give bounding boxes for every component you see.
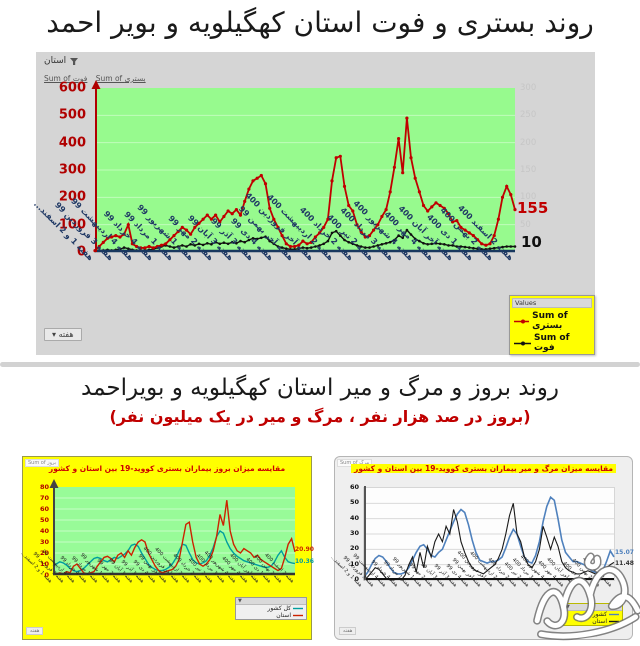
incidence-y-axis: 80 70 60 50 40 30 20 10 0 — [31, 483, 51, 579]
blue-line-marker-icon — [609, 613, 619, 616]
main-end-value-hospitalized: 155 — [517, 199, 549, 217]
legend-item-hospitalized: Sum of بستری — [510, 310, 594, 332]
panel-bottom-bar — [0, 362, 640, 367]
y-tick-label: 0 — [44, 571, 49, 579]
red-line-marker-icon — [293, 614, 303, 617]
main-end-value-deaths: 10 — [521, 233, 542, 251]
page-title: روند بستری و فوت استان کهگیلویه و بویر ا… — [46, 6, 594, 39]
mortality-week-button[interactable]: هفته — [339, 627, 357, 635]
y-tick-label: 250 — [520, 110, 537, 121]
teal-line-marker-icon — [293, 607, 303, 610]
mortality-chart-panel: Sum of مرگ مقایسه میزان مرگ و میر بیمارا… — [329, 456, 634, 640]
main-left-axis: 600 500 400 300 200 100 0 — [48, 81, 90, 260]
y-tick-label: 500 — [58, 107, 86, 123]
main-x-axis-labels: هفته 1 و 2 اسفند... هفته 3 فروردین 99 هفته… — [32, 191, 515, 334]
week-field-button[interactable]: ▾ هفته — [44, 328, 82, 341]
incidence-legend-province: استان — [236, 612, 306, 619]
y-tick-label: 80 — [39, 483, 49, 491]
y-tick-label: 100 — [58, 217, 86, 233]
province-filter-label: استان — [44, 56, 67, 66]
legend-item-deaths: Sum of فوت — [510, 332, 594, 354]
y-tick-label: 20 — [39, 549, 49, 557]
y-tick-label: 60 — [39, 505, 49, 513]
main-right-axis: 300 250 200 150 100 50 — [520, 83, 550, 252]
main-plot-area — [91, 80, 517, 253]
x-tick-label: هفته 1 و 2 اسفند... — [329, 554, 363, 589]
x-tick-label: هفته 1 و 2 اسفند... — [32, 199, 95, 263]
y-tick-label: 0 — [76, 244, 86, 260]
y-tick-label: 50 — [39, 516, 49, 524]
x-tick-label: هفته 1 و 2 اسفند... — [19, 550, 53, 585]
incidence-legend-country: کل کشور — [236, 605, 306, 612]
y-tick-label: 60 — [349, 483, 359, 491]
field-label-bastari: Sum of بستری — [95, 74, 146, 83]
mortality-end-value-province: 11.48 — [615, 560, 634, 567]
legend-values-header[interactable]: Values — [512, 298, 592, 308]
y-tick-label: 150 — [520, 165, 537, 175]
values-field-labels[interactable]: Sum of فوت Sum of بستری — [44, 74, 152, 83]
incidence-end-value-country: 10.36 — [295, 558, 314, 565]
filter-funnel-icon — [70, 57, 79, 65]
incidence-plot-area — [49, 479, 296, 576]
incidence-chart-title: مقایسه میزان بروز بیماران بستری کووید-19… — [48, 464, 286, 473]
y-tick-label: 0 — [354, 575, 359, 583]
mortality-end-value-country: 15.07 — [615, 549, 634, 556]
y-tick-label: 400 — [58, 135, 86, 151]
y-tick-label: 50 — [520, 219, 531, 230]
y-tick-label: 40 — [39, 527, 49, 535]
incidence-chart-panel: Sum of بروز مقایسه میزان بروز بیماران بس… — [19, 456, 314, 640]
y-tick-label: 30 — [39, 538, 49, 546]
y-tick-label: 300 — [58, 162, 86, 178]
section-subtitle: (بروز در صد هزار نفر ، مرگ و میر در یک م… — [109, 407, 531, 426]
y-tick-label: 10 — [39, 560, 49, 568]
y-tick-label: 200 — [58, 189, 86, 205]
y-tick-label: 300 — [520, 83, 537, 93]
field-label-fot: Sum of فوت — [44, 74, 88, 83]
y-tick-label: 10 — [349, 559, 359, 568]
mortality-y-axis: 60 50 40 30 20 10 0 — [341, 483, 361, 583]
y-tick-label: 70 — [39, 494, 49, 502]
mortality-chart-title: مقایسه میزان مرگ و میر بیماران بستری کوو… — [335, 464, 632, 473]
black-line-marker-icon — [514, 341, 532, 345]
y-tick-label: 30 — [349, 529, 359, 537]
incidence-week-button[interactable]: هفته — [26, 627, 44, 635]
main-chart-panel: استان Sum of فوت Sum of بستری 600 500 400 3… — [32, 52, 595, 355]
y-tick-label: 20 — [349, 544, 359, 553]
black-line-marker-icon — [609, 620, 619, 623]
section-title: روند بروز و مرگ و میر استان کهگیلویه و ب… — [81, 375, 559, 401]
mortality-legend-country: کشور — [564, 611, 622, 618]
red-line-marker-icon — [514, 319, 530, 323]
incidence-field-label: Sum of بروز — [25, 459, 60, 467]
incidence-legend-header[interactable]: ▼ — [236, 598, 306, 605]
incidence-end-value-province: 20.90 — [295, 546, 314, 553]
incidence-legend: ▼ کل کشور استان — [235, 597, 307, 620]
y-tick-label: 200 — [520, 137, 537, 148]
y-tick-label: 50 — [349, 498, 359, 507]
main-legend: Values Sum of بستری Sum of فوت — [509, 295, 595, 355]
y-tick-label: 40 — [349, 513, 359, 522]
watermark-signature — [533, 552, 640, 641]
mortality-plot-area — [363, 486, 615, 581]
province-filter-button[interactable]: استان — [44, 56, 79, 66]
mortality-legend-province: استان — [564, 618, 622, 625]
